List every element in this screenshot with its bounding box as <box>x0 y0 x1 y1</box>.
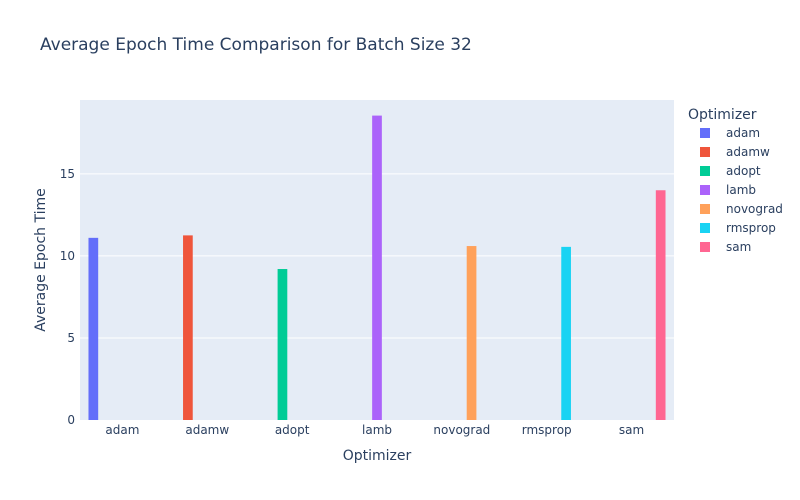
y-tick-label: 5 <box>67 331 75 345</box>
x-tick-label: novograd <box>433 423 490 437</box>
x-tick-label: lamb <box>362 423 392 437</box>
legend-swatch-lamb[interactable] <box>700 185 710 195</box>
legend-swatch-adam[interactable] <box>700 128 710 138</box>
bar-lamb[interactable] <box>372 115 382 420</box>
bar-sam[interactable] <box>655 190 666 420</box>
y-tick-label: 10 <box>60 249 75 263</box>
x-axis-title: Optimizer <box>343 448 412 464</box>
y-tick-label: 15 <box>60 167 75 181</box>
legend-swatch-adopt[interactable] <box>700 166 710 176</box>
legend-swatch-sam[interactable] <box>700 242 710 252</box>
legend-swatch-novograd[interactable] <box>700 204 710 214</box>
bar-novograd[interactable] <box>466 246 477 420</box>
y-axis-title: Average Epoch Time <box>33 188 49 332</box>
bars <box>88 115 666 420</box>
y-tick-labels: 0 5 10 15 <box>60 167 75 427</box>
legend-label-rmsprop[interactable]: rmsprop <box>726 221 776 235</box>
bar-adopt[interactable] <box>277 269 288 420</box>
x-tick-label: sam <box>619 423 644 437</box>
x-tick-label: adam <box>105 423 139 437</box>
chart-title: Average Epoch Time Comparison for Batch … <box>40 35 472 55</box>
x-tick-label: adopt <box>275 423 310 437</box>
bar-adamw[interactable] <box>183 235 193 420</box>
x-tick-labels: adam adamw adopt lamb novograd rmsprop sam <box>105 423 644 437</box>
legend-label-sam[interactable]: sam <box>726 240 751 254</box>
legend-label-adamw[interactable]: adamw <box>726 145 770 159</box>
legend-swatch-rmsprop[interactable] <box>700 223 710 233</box>
legend-label-adam[interactable]: adam <box>726 126 760 140</box>
legend[interactable]: Optimizer adam adamw adopt lamb novograd rmsp… <box>688 107 783 254</box>
legend-label-lamb[interactable]: lamb <box>726 183 756 197</box>
bar-adam[interactable] <box>88 237 99 420</box>
x-tick-label: adamw <box>185 423 229 437</box>
legend-title: Optimizer <box>688 107 757 123</box>
x-tick-label: rmsprop <box>522 423 572 437</box>
legend-swatch-adamw[interactable] <box>700 147 710 157</box>
legend-label-adopt[interactable]: adopt <box>726 164 761 178</box>
bar-rmsprop[interactable] <box>561 246 571 420</box>
y-tick-label: 0 <box>67 413 75 427</box>
legend-label-novograd[interactable]: novograd <box>726 202 783 216</box>
